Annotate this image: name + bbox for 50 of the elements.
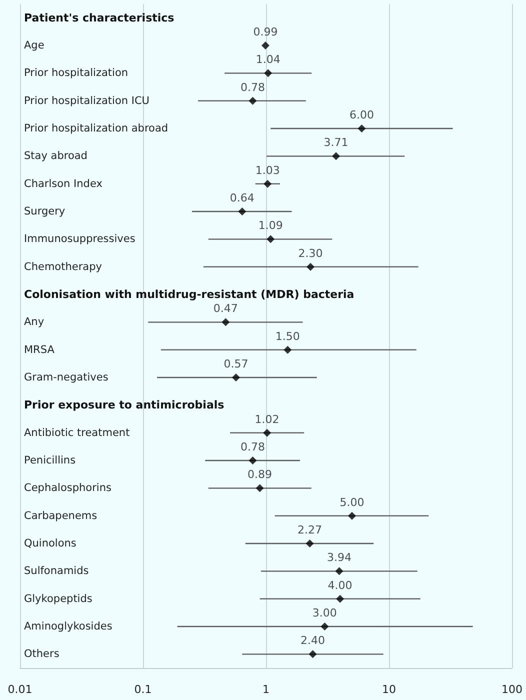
y-tick-label: Chemotherapy: [24, 260, 102, 273]
data-label: 0.78: [240, 440, 265, 454]
data-label: 2.40: [300, 634, 326, 648]
y-tick-label: Prior hospitalization abroad: [24, 122, 168, 134]
x-tick-label: 10: [382, 683, 396, 696]
data-label: 1.03: [255, 164, 280, 177]
x-tick-label: 0.1: [134, 683, 152, 696]
y-tick-label: Cephalosphorins: [24, 482, 112, 494]
data-label: 0.89: [248, 468, 272, 482]
data-label: 3.00: [312, 606, 337, 620]
y-tick-label: Stay abroad: [24, 150, 88, 162]
y-tick-label: Penicillins: [24, 454, 76, 466]
y-tick-label: Aminoglykosides: [24, 620, 112, 632]
y-tick-label: MRSA: [24, 344, 56, 356]
y-tick-label: Any: [24, 316, 44, 328]
y-tick-label: Charlson Index: [24, 178, 102, 190]
y-tick-label: Prior hospitalization: [24, 67, 128, 80]
y-tick-label: Quinolons: [24, 538, 76, 550]
data-label: 6.00: [349, 108, 374, 122]
y-tick-label: Antibiotic treatment: [24, 426, 130, 439]
y-tick-label: Colonisation with multidrug-resistant (MDR) bacteria: [24, 288, 354, 301]
data-label: 1.04: [256, 53, 280, 66]
data-label: 1.50: [275, 330, 300, 343]
data-label: 0.57: [224, 358, 248, 370]
data-label: 3.94: [326, 551, 352, 564]
data-label: 3.71: [324, 136, 348, 150]
y-tick-label: Carbapenems: [24, 510, 98, 522]
data-label: 0.64: [230, 192, 254, 204]
data-label: 1.02: [254, 412, 280, 426]
y-tick-label: Prior exposure to antimicrobials: [24, 398, 225, 412]
data-label: 4.00: [328, 578, 352, 592]
data-label: 2.30: [298, 246, 323, 260]
y-tick-label: Sulfonamids: [24, 565, 89, 578]
data-label: 0.47: [213, 302, 238, 316]
y-tick-label: Gram-negatives: [24, 372, 108, 384]
x-tick-label: 1: [262, 683, 270, 696]
data-label: 0.78: [240, 80, 265, 94]
y-tick-label: Glykopeptids: [24, 592, 92, 605]
x-tick-label: 0.01: [8, 683, 32, 696]
y-tick-label: Others: [24, 648, 60, 660]
data-label: 2.27: [298, 524, 322, 536]
y-tick-label: Patient's characteristics: [24, 11, 175, 24]
data-label: 5.00: [340, 496, 364, 509]
y-tick-label: Age: [24, 40, 44, 52]
y-tick-label: Prior hospitalization ICU: [24, 94, 150, 107]
x-tick-label: 100: [502, 683, 522, 696]
data-label: 0.99: [253, 26, 278, 38]
y-tick-label: Surgery: [24, 206, 66, 218]
y-tick-label: Immunosuppressives: [24, 233, 136, 246]
data-label: 1.09: [258, 219, 283, 232]
